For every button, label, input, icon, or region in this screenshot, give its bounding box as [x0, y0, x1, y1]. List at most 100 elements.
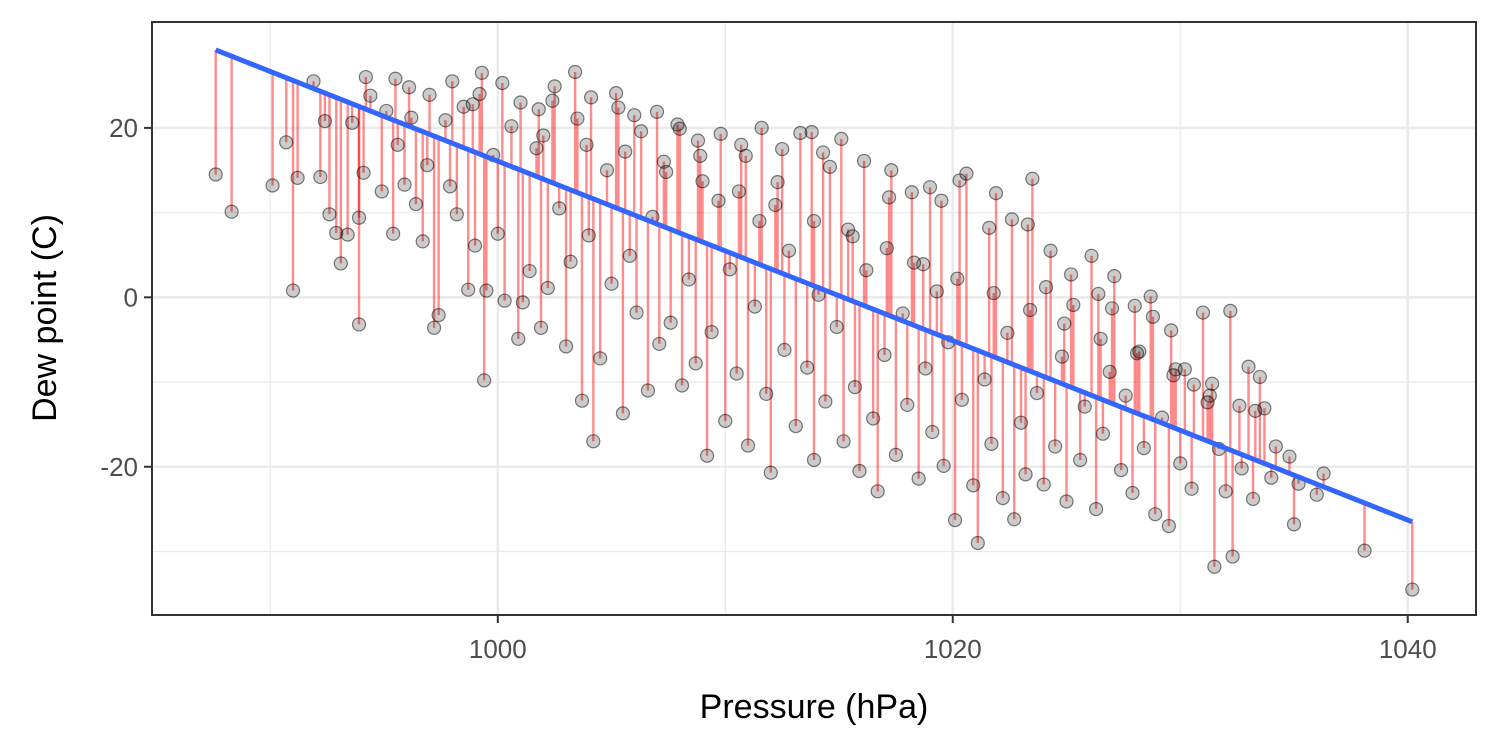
- data-point: [1004, 212, 1020, 227]
- data-point: [911, 471, 926, 486]
- data-point: [1066, 297, 1081, 313]
- x-tick-label: 1040: [1379, 634, 1437, 664]
- data-point: [695, 174, 710, 189]
- data-point: [545, 93, 560, 108]
- data-point: [781, 243, 797, 258]
- data-point: [1077, 399, 1092, 414]
- data-point: [936, 458, 951, 474]
- data-point: [552, 201, 567, 216]
- x-tick-label: 1000: [469, 634, 527, 664]
- data-point: [988, 186, 1004, 201]
- data-point: [916, 257, 931, 272]
- data-point: [1148, 507, 1163, 522]
- data-point: [800, 360, 815, 375]
- data-point: [1241, 359, 1256, 374]
- data-point: [690, 133, 706, 148]
- data-point: [1084, 248, 1099, 263]
- data-point: [804, 125, 819, 140]
- data-point: [674, 378, 690, 393]
- data-point: [1252, 369, 1267, 385]
- data-point: [947, 513, 963, 528]
- data-point: [1048, 439, 1063, 454]
- data-points: [208, 64, 1420, 597]
- data-point: [322, 207, 337, 222]
- x-axis-title: Pressure (hPa): [700, 688, 929, 726]
- data-point: [770, 175, 785, 190]
- data-point: [818, 394, 833, 409]
- data-point: [1186, 377, 1202, 392]
- y-tick-label: 20: [109, 113, 138, 143]
- data-point: [467, 238, 483, 253]
- data-point: [713, 126, 728, 141]
- plot-panel-border: [151, 21, 1477, 616]
- data-point: [986, 285, 1001, 301]
- data-point: [900, 397, 915, 413]
- data-point: [877, 347, 892, 363]
- data-point: [1029, 385, 1045, 401]
- data-point: [1057, 316, 1072, 331]
- x-axis-ticks: 1000 1020 1040: [469, 615, 1437, 664]
- data-point: [386, 226, 401, 241]
- data-point: [1020, 217, 1035, 232]
- data-point: [490, 226, 505, 241]
- data-point: [358, 69, 373, 85]
- data-point: [568, 64, 583, 80]
- data-point: [374, 184, 389, 199]
- data-point: [511, 331, 526, 346]
- data-point: [208, 167, 223, 182]
- data-point: [634, 124, 649, 139]
- data-point: [388, 71, 403, 86]
- data-point: [1063, 267, 1079, 282]
- data-point: [415, 234, 430, 249]
- data-point: [1107, 269, 1122, 284]
- data-point: [465, 97, 480, 112]
- data-point: [1282, 449, 1297, 464]
- data-point: [515, 295, 530, 310]
- data-point: [1132, 344, 1147, 359]
- data-point: [570, 111, 585, 126]
- data-point: [934, 193, 949, 208]
- data-point: [859, 263, 874, 278]
- data-point: [1036, 477, 1051, 492]
- data-point: [1168, 362, 1183, 377]
- data-point: [513, 95, 528, 110]
- data-point: [718, 413, 733, 429]
- data-point: [265, 178, 280, 193]
- data-point: [729, 366, 744, 381]
- data-point: [329, 225, 344, 241]
- data-point: [970, 535, 985, 551]
- data-point: [738, 148, 753, 163]
- data-point: [1018, 467, 1033, 482]
- residual-segments: [214, 49, 1414, 590]
- fit-line-group: [214, 47, 1414, 525]
- data-point: [615, 406, 631, 421]
- data-point: [672, 121, 687, 136]
- data-point: [699, 448, 715, 463]
- data-point: [279, 135, 294, 150]
- data-point: [822, 159, 838, 174]
- data-point: [954, 392, 969, 407]
- data-point: [845, 229, 860, 244]
- data-point: [888, 447, 903, 462]
- data-point: [952, 173, 967, 188]
- data-point: [540, 280, 555, 296]
- data-point: [1195, 305, 1211, 320]
- x-tick-label: 1020: [924, 634, 982, 664]
- data-point: [722, 262, 737, 277]
- data-point: [1264, 470, 1279, 485]
- data-point: [759, 386, 774, 401]
- data-point: [1245, 491, 1261, 507]
- data-point: [618, 144, 633, 159]
- data-point: [1129, 346, 1145, 361]
- data-point: [351, 317, 367, 332]
- data-point: [656, 154, 671, 169]
- data-point: [806, 452, 822, 468]
- data-point: [870, 484, 885, 499]
- data-point: [317, 114, 332, 129]
- data-point: [866, 411, 881, 426]
- data-point: [1309, 487, 1324, 502]
- data-point: [788, 418, 803, 434]
- data-point: [693, 148, 708, 163]
- data-point: [1173, 456, 1188, 471]
- data-point: [1104, 301, 1120, 316]
